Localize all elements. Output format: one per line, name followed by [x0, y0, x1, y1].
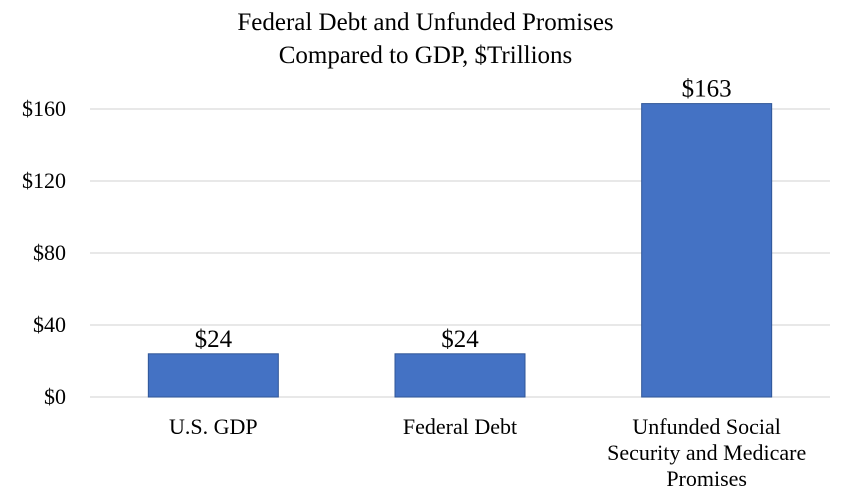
x-category-label-line: Promises — [666, 466, 747, 491]
bars — [147, 103, 773, 398]
x-category-label-line: Unfunded Social — [632, 414, 780, 439]
data-label: $24 — [441, 326, 479, 353]
data-labels: $24 $24 $163 — [195, 76, 732, 353]
chart-title-line-1: Federal Debt and Unfunded Promises — [237, 9, 614, 36]
y-tick-label: $120 — [22, 168, 66, 193]
chart-title-line-2: Compared to GDP, $Trillions — [278, 42, 573, 69]
data-label: $163 — [682, 76, 732, 103]
x-category-label-line: U.S. GDP — [169, 414, 258, 439]
bar — [147, 353, 279, 398]
y-tick-label: $0 — [44, 384, 66, 409]
x-axis-category-labels: U.S. GDP Federal Debt Unfunded Social Secur… — [169, 414, 806, 491]
y-tick-label: $160 — [22, 96, 66, 121]
x-category-label: Federal Debt — [403, 414, 517, 439]
x-category-label-line: Federal Debt — [403, 414, 517, 439]
bar — [394, 353, 526, 398]
bar — [641, 103, 773, 398]
y-tick-label: $80 — [33, 240, 66, 265]
x-category-label: U.S. GDP — [169, 414, 258, 439]
y-tick-label: $40 — [33, 312, 66, 337]
data-label: $24 — [195, 326, 233, 353]
chart-title: Federal Debt and Unfunded Promises Compa… — [0, 6, 851, 72]
x-category-label-line: Security and Medicare — [607, 440, 806, 465]
y-axis-tick-labels: $0 $40 $80 $120 $160 — [22, 96, 66, 409]
x-category-label: Unfunded Social Security and Medicare Prom… — [607, 414, 806, 491]
